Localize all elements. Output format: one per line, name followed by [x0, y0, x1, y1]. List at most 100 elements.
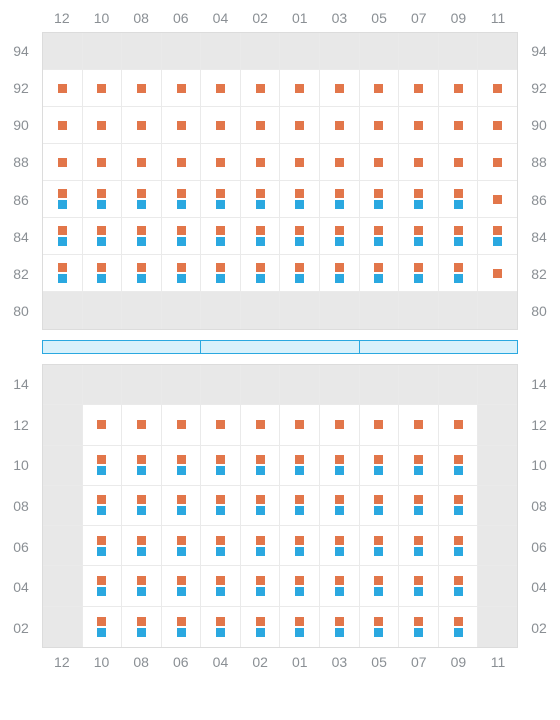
seat-cell[interactable]: [241, 607, 281, 647]
seat-cell[interactable]: [241, 405, 281, 445]
seat-cell[interactable]: [201, 218, 241, 255]
seat-cell[interactable]: [399, 181, 439, 218]
seat-cell[interactable]: [43, 218, 83, 255]
seat-cell[interactable]: [280, 255, 320, 292]
seat-cell[interactable]: [360, 405, 400, 445]
seat-cell[interactable]: [399, 526, 439, 566]
seat-cell[interactable]: [478, 144, 517, 181]
seat-cell[interactable]: [399, 144, 439, 181]
seat-cell[interactable]: [439, 526, 479, 566]
seat-cell[interactable]: [478, 181, 517, 218]
seat-cell[interactable]: [162, 566, 202, 606]
seat-cell[interactable]: [201, 486, 241, 526]
seat-cell[interactable]: [399, 607, 439, 647]
seat-cell[interactable]: [241, 181, 281, 218]
seat-cell[interactable]: [360, 70, 400, 107]
seat-cell[interactable]: [439, 107, 479, 144]
seat-cell[interactable]: [439, 144, 479, 181]
seat-cell[interactable]: [320, 526, 360, 566]
seat-cell[interactable]: [241, 255, 281, 292]
seat-cell[interactable]: [201, 566, 241, 606]
seat-cell[interactable]: [162, 405, 202, 445]
seat-cell[interactable]: [478, 107, 517, 144]
seat-cell[interactable]: [83, 70, 123, 107]
seat-cell[interactable]: [43, 181, 83, 218]
seat-cell[interactable]: [439, 405, 479, 445]
seat-cell[interactable]: [478, 255, 517, 292]
seat-cell[interactable]: [280, 566, 320, 606]
seat-cell[interactable]: [360, 218, 400, 255]
seat-cell[interactable]: [122, 566, 162, 606]
seat-cell[interactable]: [83, 218, 123, 255]
seat-cell[interactable]: [241, 144, 281, 181]
seat-cell[interactable]: [83, 526, 123, 566]
seat-cell[interactable]: [439, 218, 479, 255]
seat-cell[interactable]: [399, 218, 439, 255]
seat-cell[interactable]: [320, 181, 360, 218]
seat-cell[interactable]: [280, 218, 320, 255]
seat-cell[interactable]: [360, 446, 400, 486]
seat-cell[interactable]: [83, 255, 123, 292]
seat-cell[interactable]: [83, 181, 123, 218]
seat-cell[interactable]: [122, 255, 162, 292]
seat-cell[interactable]: [280, 107, 320, 144]
seat-cell[interactable]: [320, 144, 360, 181]
seat-cell[interactable]: [280, 526, 320, 566]
seat-cell[interactable]: [162, 70, 202, 107]
seat-cell[interactable]: [162, 526, 202, 566]
seat-cell[interactable]: [280, 405, 320, 445]
seat-cell[interactable]: [280, 144, 320, 181]
seat-cell[interactable]: [162, 218, 202, 255]
seat-cell[interactable]: [280, 70, 320, 107]
seat-cell[interactable]: [241, 107, 281, 144]
seat-cell[interactable]: [122, 607, 162, 647]
seat-cell[interactable]: [122, 181, 162, 218]
seat-cell[interactable]: [83, 486, 123, 526]
seat-cell[interactable]: [280, 486, 320, 526]
seat-cell[interactable]: [43, 70, 83, 107]
seat-cell[interactable]: [162, 255, 202, 292]
seat-cell[interactable]: [241, 70, 281, 107]
seat-cell[interactable]: [83, 107, 123, 144]
seat-cell[interactable]: [83, 144, 123, 181]
seat-cell[interactable]: [83, 566, 123, 606]
seat-cell[interactable]: [320, 566, 360, 606]
seat-cell[interactable]: [320, 70, 360, 107]
seat-cell[interactable]: [201, 446, 241, 486]
seat-cell[interactable]: [439, 255, 479, 292]
seat-cell[interactable]: [43, 107, 83, 144]
seat-cell[interactable]: [201, 255, 241, 292]
seat-cell[interactable]: [320, 107, 360, 144]
seat-cell[interactable]: [122, 405, 162, 445]
seat-cell[interactable]: [399, 70, 439, 107]
seat-cell[interactable]: [360, 181, 400, 218]
seat-cell[interactable]: [83, 405, 123, 445]
seat-cell[interactable]: [201, 181, 241, 218]
seat-cell[interactable]: [360, 107, 400, 144]
seat-cell[interactable]: [439, 486, 479, 526]
seat-cell[interactable]: [399, 566, 439, 606]
seat-cell[interactable]: [360, 607, 400, 647]
seat-cell[interactable]: [162, 607, 202, 647]
seat-cell[interactable]: [122, 107, 162, 144]
seat-cell[interactable]: [439, 566, 479, 606]
seat-cell[interactable]: [122, 218, 162, 255]
seat-cell[interactable]: [162, 107, 202, 144]
seat-cell[interactable]: [201, 405, 241, 445]
seat-cell[interactable]: [241, 218, 281, 255]
seat-cell[interactable]: [439, 607, 479, 647]
seat-cell[interactable]: [162, 181, 202, 218]
seat-cell[interactable]: [320, 446, 360, 486]
seat-cell[interactable]: [320, 486, 360, 526]
seat-cell[interactable]: [43, 255, 83, 292]
seat-cell[interactable]: [399, 405, 439, 445]
seat-cell[interactable]: [360, 566, 400, 606]
seat-cell[interactable]: [201, 526, 241, 566]
seat-cell[interactable]: [201, 607, 241, 647]
seat-cell[interactable]: [241, 446, 281, 486]
seat-cell[interactable]: [439, 446, 479, 486]
seat-cell[interactable]: [320, 255, 360, 292]
seat-cell[interactable]: [162, 486, 202, 526]
seat-cell[interactable]: [478, 218, 517, 255]
seat-cell[interactable]: [122, 486, 162, 526]
